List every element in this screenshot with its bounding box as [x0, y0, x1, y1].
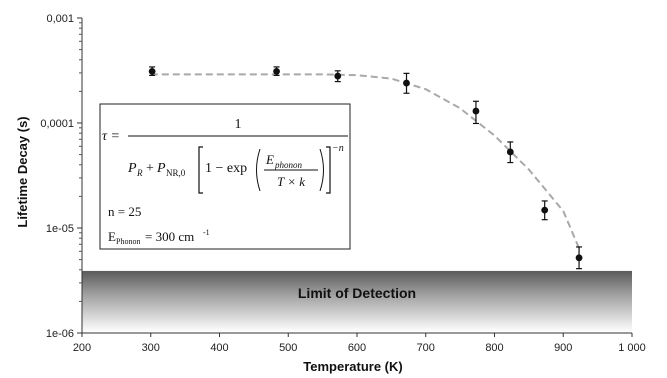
equation-box: τ = 1 P R + P NR,0 1 − exp E phonon T × … — [99, 103, 351, 250]
equation-right-bracket — [326, 146, 331, 194]
x-ticks: 200 300 400 500 600 700 800 900 1 000 — [73, 333, 646, 354]
limit-of-detection-label: Limit of Detection — [298, 285, 416, 301]
equation-one-minus-exp: 1 − exp — [205, 161, 247, 176]
equation-ephonon-sub: phonon — [274, 160, 303, 170]
equation-tau: τ = — [102, 129, 120, 144]
data-point — [575, 254, 583, 262]
x-tick-label: 500 — [279, 342, 297, 354]
x-tick-label: 900 — [554, 342, 572, 354]
data-points — [148, 66, 583, 270]
ephonon-label-sub: Phonon — [116, 237, 140, 246]
equation-left-bracket — [198, 146, 203, 194]
x-tick-label: 400 — [210, 342, 228, 354]
ephonon-value: = 300 cm — [145, 229, 194, 244]
x-axis-title: Temperature (K) — [303, 359, 402, 374]
y-tick-label: 1e-05 — [46, 223, 74, 235]
data-point — [506, 148, 514, 156]
x-tick-label: 800 — [485, 342, 503, 354]
limit-of-detection-band — [82, 270, 632, 332]
y-axis-title: Lifetime Decay (s) — [15, 116, 30, 227]
equation-tk: T × k — [277, 174, 305, 189]
x-tick-label: 600 — [348, 342, 366, 354]
y-ticks: 1e-06 1e-05 0,0001 0,001 — [40, 13, 82, 340]
data-point — [541, 206, 549, 214]
x-tick-label: 700 — [417, 342, 435, 354]
equation-plus: + — [146, 161, 154, 176]
y-tick-label: 1e-06 — [46, 328, 74, 340]
equation-pr: P — [127, 161, 137, 176]
x-tick-label: 1 000 — [618, 342, 646, 354]
equation-right-paren — [319, 148, 324, 192]
equation-exponent: −n — [332, 143, 344, 154]
y-tick-label: 0,0001 — [40, 118, 74, 130]
equation-pnr-sub: NR,0 — [166, 168, 186, 178]
equation-ephonon: E — [265, 152, 274, 167]
y-tick-label: 0,001 — [46, 13, 74, 25]
equation-numerator: 1 — [235, 117, 242, 132]
x-tick-label: 200 — [73, 342, 91, 354]
n-value: n = 25 — [108, 204, 141, 219]
equation-left-paren — [256, 148, 261, 192]
data-point — [273, 68, 280, 75]
ephonon-label: E — [108, 229, 116, 244]
data-point — [403, 79, 410, 87]
data-point — [334, 72, 342, 80]
data-point — [148, 68, 156, 75]
equation-pr-sub: R — [136, 168, 143, 178]
x-tick-label: 300 — [142, 342, 160, 354]
equation-pnr: P — [156, 161, 166, 176]
data-point — [472, 107, 480, 115]
ephonon-unit-sup: -1 — [203, 228, 210, 237]
